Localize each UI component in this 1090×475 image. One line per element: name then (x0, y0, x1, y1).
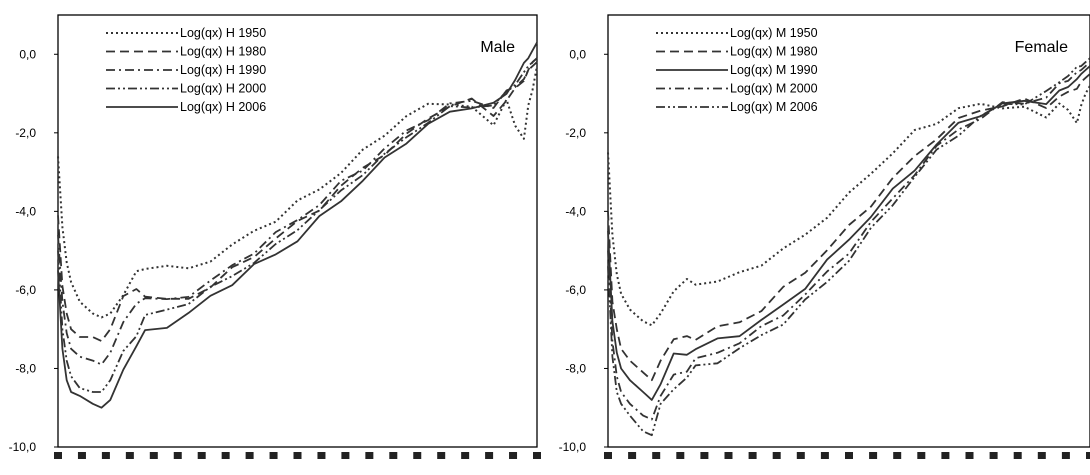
x-tick-mark (820, 452, 829, 459)
series-line (607, 85, 1090, 327)
x-tick-mark (509, 452, 518, 459)
y-tick-label: 0,0 (569, 47, 586, 61)
y-tick-label: -10,0 (559, 440, 587, 454)
x-tick-mark (101, 452, 110, 459)
series-line (607, 61, 1090, 421)
legend-entry: Log(qx) H 1950 (180, 26, 266, 40)
series-line (607, 73, 1090, 382)
x-tick-mark (173, 452, 182, 459)
series-line (57, 57, 538, 393)
y-tick-label: -8,0 (15, 361, 36, 375)
x-tick-mark (1086, 452, 1090, 459)
legend-entry: Log(qx) M 2006 (730, 100, 818, 114)
x-tick-mark (772, 452, 781, 459)
y-tick-label: -6,0 (15, 283, 36, 297)
x-tick-mark (461, 452, 470, 459)
chart-panel-female: 0,0 -2,0 -4,0 -6,0 -8,0 -10,0 Log(qx) M 1950 Lo… (545, 0, 1090, 475)
x-tick-mark (1037, 452, 1046, 459)
x-tick-mark (269, 452, 278, 459)
series-line (57, 57, 538, 342)
legend-entry: Log(qx) M 2000 (730, 82, 818, 96)
x-tick-mark (125, 452, 134, 459)
x-tick-mark (893, 452, 902, 459)
x-tick-mark (676, 452, 685, 459)
x-tick-mark (965, 452, 974, 459)
x-tick-mark (413, 452, 422, 459)
legend-entry: Log(qx) M 1980 (730, 45, 818, 59)
x-tick-mark (533, 452, 541, 459)
series-line (57, 42, 538, 409)
x-tick-mark (437, 452, 446, 459)
x-tick-mark (628, 452, 637, 459)
plot-frame (57, 14, 538, 448)
x-tick-mark (1013, 452, 1022, 459)
x-tick-mark (845, 452, 853, 459)
x-tick-mark (197, 452, 206, 459)
male-chart: 0,0 -2,0 -4,0 -6,0 -8,0 -10,0 Log(qx) H 1950 Lo… (9, 14, 541, 459)
x-tick-mark (941, 452, 950, 459)
y-tick-label: -2,0 (565, 126, 586, 140)
y-tick-label: -10,0 (9, 440, 37, 454)
x-tick-mark (700, 452, 709, 459)
x-tick-mark (293, 452, 302, 459)
x-tick-mark (869, 452, 878, 459)
x-tick-mark (485, 452, 494, 459)
series-line (57, 65, 538, 319)
legend-entry: Log(qx) H 1980 (180, 45, 266, 59)
y-tick-label: -4,0 (15, 204, 36, 218)
series-line (607, 57, 1090, 437)
chart-title: Male (480, 39, 515, 56)
chart-title: Female (1015, 39, 1068, 56)
x-tick-mark (796, 452, 805, 459)
x-tick-mark (54, 452, 62, 459)
y-tick-label: -6,0 (565, 283, 586, 297)
x-tick-mark (149, 452, 158, 459)
x-tick-mark (652, 452, 661, 459)
x-tick-mark (389, 452, 398, 459)
y-tick-label: -4,0 (565, 204, 586, 218)
x-tick-mark (748, 452, 757, 459)
x-tick-mark (365, 452, 374, 459)
legend-entry: Log(qx) M 1950 (730, 26, 818, 40)
y-tick-label: -8,0 (565, 361, 586, 375)
legend-entry: Log(qx) M 1990 (730, 63, 818, 77)
y-tick-label: -2,0 (15, 126, 36, 140)
legend-entry: Log(qx) H 1990 (180, 63, 266, 77)
chart-panel-male: 0,0 -2,0 -4,0 -6,0 -8,0 -10,0 Log(qx) H 1950 Lo… (9, 14, 541, 459)
x-tick-mark (341, 452, 350, 459)
x-tick-mark (604, 452, 612, 459)
x-tick-mark (77, 452, 86, 459)
legend-entry: Log(qx) H 2000 (180, 82, 266, 96)
y-tick-label: 0,0 (19, 47, 36, 61)
x-tick-mark (917, 452, 926, 459)
x-tick-mark (1061, 452, 1070, 459)
x-tick-mark (724, 452, 733, 459)
x-tick-mark (221, 452, 230, 459)
plot-frame (607, 14, 1090, 448)
series-line (607, 65, 1090, 401)
female-chart: 0,0 -2,0 -4,0 -6,0 -8,0 -10,0 Log(qx) M 1950 Lo… (559, 14, 1090, 459)
x-tick-mark (317, 452, 326, 459)
legend-entry: Log(qx) H 2006 (180, 100, 266, 114)
x-tick-mark (245, 452, 254, 459)
series-line (57, 61, 538, 366)
x-tick-mark (989, 452, 998, 459)
